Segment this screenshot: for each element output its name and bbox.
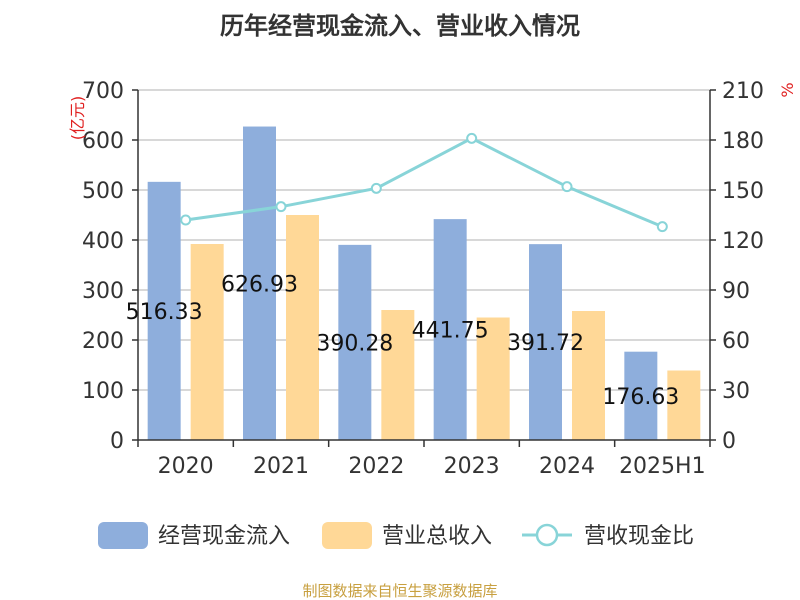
ratio-point [466,132,478,144]
left-tick-label: 700 [82,79,124,104]
revenue-bar [572,311,605,440]
gridlines [138,89,710,391]
revenue-bar [381,310,415,440]
left-tick-label: 600 [82,129,124,154]
ratio-line [180,132,668,233]
x-tick-label: 2024 [539,454,595,479]
bars [147,126,701,440]
revenue-bar [190,244,224,440]
x-tick-label: 2023 [444,454,500,479]
cash-inflow-value-label: 391.72 [507,331,584,356]
cash-inflow-value-label: 390.28 [316,331,393,356]
left-axis-unit: (亿元) [68,96,87,141]
cash-inflow-bar [433,219,467,440]
legend-swatch-cash-inflow [98,522,148,549]
x-tick-label: 2020 [158,454,214,479]
x-tick-label: 2021 [253,454,309,479]
left-tick-label: 200 [82,329,124,354]
left-tick-label: 100 [82,379,124,404]
legend-label-cash-inflow: 经营现金流入 [158,524,290,549]
ratio-point [561,181,573,193]
x-tick-label: 2025H1 [619,454,706,479]
right-tick-label: 120 [722,229,764,254]
revenue-bar [286,215,319,440]
cash-inflow-bar [624,351,658,440]
ratio-line-path [185,136,663,229]
right-axis-unit: % [778,82,797,97]
cash-inflow-value-label: 441.75 [412,319,489,344]
ratio-point [370,182,382,194]
left-axis-ticks: 0 100 200 300 400 500 600 700 [82,79,138,454]
cash-inflow-value-label: 626.93 [221,272,298,297]
x-tick-label: 2022 [348,454,404,479]
ratio-point [656,221,668,233]
revenue-bar [476,317,510,440]
left-tick-label: 0 [110,429,124,454]
ratio-point [275,201,287,213]
right-tick-label: 180 [722,129,764,154]
right-tick-label: 0 [722,429,736,454]
left-tick-label: 400 [82,229,124,254]
cash-inflow-bar [529,244,562,440]
legend-marker-ratio [535,523,559,547]
cash-inflow-bar [243,126,276,440]
right-tick-label: 30 [722,379,750,404]
left-tick-label: 300 [82,279,124,304]
right-axis-ticks: 0 30 60 90 120 150 180 210 [710,79,764,454]
legend: 经营现金流入 营业总收入 营收现金比 [98,522,694,549]
source-note: 制图数据来自恒生聚源数据库 [302,582,497,600]
legend-label-revenue: 营业总收入 [382,524,492,549]
data-labels: 516.33 626.93 390.28 441.75 391.72 176.63 [126,272,680,410]
legend-swatch-revenue [322,522,372,549]
legend-label-ratio: 营收现金比 [584,524,694,549]
revenue-bar [667,370,701,440]
cash-inflow-value-label: 176.63 [602,385,679,410]
right-tick-label: 90 [722,279,750,304]
chart-title: 历年经营现金流入、营业收入情况 [220,12,580,40]
x-axis-ticks: 2020 2021 2022 2023 2024 2025H1 [137,440,711,479]
ratio-point [180,214,192,226]
right-tick-label: 150 [722,179,764,204]
left-tick-label: 500 [82,179,124,204]
cash-inflow-bar [147,181,181,440]
cash-inflow-bar [338,244,372,440]
cash-inflow-value-label: 516.33 [126,300,203,325]
right-tick-label: 60 [722,329,750,354]
right-tick-label: 210 [722,79,764,104]
